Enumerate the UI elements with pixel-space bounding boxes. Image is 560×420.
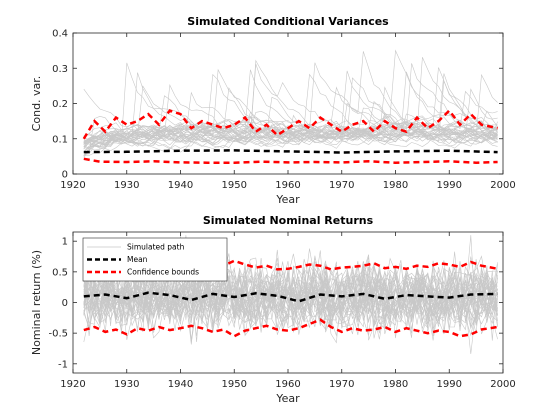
simulated-path-line bbox=[83, 124, 498, 146]
simulated-paths bbox=[83, 49, 498, 158]
y-tick-label: 0.1 bbox=[52, 134, 68, 145]
y-tick-label: 0.5 bbox=[52, 267, 68, 278]
y-tick-label: 0.2 bbox=[52, 99, 68, 110]
y-tick-label: 0.3 bbox=[52, 64, 68, 75]
x-tick-label: 1920 bbox=[60, 379, 85, 390]
legend-label: Simulated path bbox=[127, 243, 185, 252]
x-axis-label: Year bbox=[275, 392, 300, 405]
x-tick-label: 1920 bbox=[60, 180, 85, 191]
legend: Simulated path Mean Confidence bounds bbox=[82, 237, 228, 282]
simulated-path-line bbox=[83, 90, 498, 147]
x-tick-label: 1940 bbox=[168, 379, 193, 390]
simulated-path-line bbox=[83, 63, 498, 146]
x-tick-label: 1980 bbox=[383, 180, 408, 191]
simulated-path-line bbox=[83, 73, 498, 144]
simulated-path-line bbox=[83, 255, 498, 329]
x-tick-label: 1960 bbox=[275, 180, 300, 191]
plot-background bbox=[73, 33, 503, 174]
x-tick-label: 1960 bbox=[275, 379, 300, 390]
variance-panel: 1920 1930 1940 1950 1960 1970 1980 1990 2000 0 0.1… bbox=[30, 15, 516, 206]
simulated-path-line bbox=[83, 115, 498, 148]
x-tick-label: 1950 bbox=[222, 379, 247, 390]
y-tick-label: 0.4 bbox=[52, 29, 68, 40]
series-group bbox=[82, 108, 498, 164]
y-tick-label: 0 bbox=[62, 170, 68, 181]
simulated-path-line bbox=[83, 73, 498, 150]
x-tick-label: 1950 bbox=[222, 180, 247, 191]
x-tick-label: 1990 bbox=[437, 180, 462, 191]
simulated-path-line bbox=[83, 88, 498, 146]
simulated-path-line bbox=[83, 259, 498, 335]
simulated-path-line bbox=[83, 261, 498, 333]
x-tick-label: 1980 bbox=[383, 379, 408, 390]
simulated-path-line bbox=[83, 73, 498, 149]
x-tick-label: 2000 bbox=[490, 180, 515, 191]
x-axis-label: Year bbox=[275, 193, 300, 206]
chart-title: Simulated Conditional Variances bbox=[187, 15, 389, 28]
simulated-path-line bbox=[83, 68, 498, 156]
x-tick-label: 1930 bbox=[114, 379, 139, 390]
x-tick-label: 1970 bbox=[329, 379, 354, 390]
y-tick-label: -0.5 bbox=[48, 329, 68, 340]
returns-panel: 1920 1930 1940 1950 1960 1970 1980 1990 2000 -1 -0… bbox=[30, 214, 516, 405]
y-tick-label: 1 bbox=[62, 237, 68, 248]
y-tick-label: 0 bbox=[62, 298, 68, 309]
x-tick-label: 1990 bbox=[437, 379, 462, 390]
chart-title: Simulated Nominal Returns bbox=[203, 214, 374, 227]
simulated-path-line bbox=[83, 235, 498, 339]
legend-label: Confidence bounds bbox=[127, 268, 199, 277]
simulated-path-line bbox=[83, 59, 498, 143]
y-axis-label: Cond. var. bbox=[30, 76, 43, 132]
y-tick-label: -1 bbox=[58, 359, 68, 370]
y-axis-label: Nominal return (%) bbox=[30, 250, 43, 355]
x-tick-label: 2000 bbox=[490, 379, 515, 390]
legend-label: Mean bbox=[127, 255, 148, 264]
simulated-path-line bbox=[83, 62, 498, 152]
x-tick-label: 1970 bbox=[329, 180, 354, 191]
x-tick-label: 1940 bbox=[168, 180, 193, 191]
simulated-path-line bbox=[83, 115, 498, 157]
simulated-path-line bbox=[83, 51, 498, 144]
confidence-bound-line bbox=[83, 318, 498, 338]
x-tick-label: 1930 bbox=[114, 180, 139, 191]
